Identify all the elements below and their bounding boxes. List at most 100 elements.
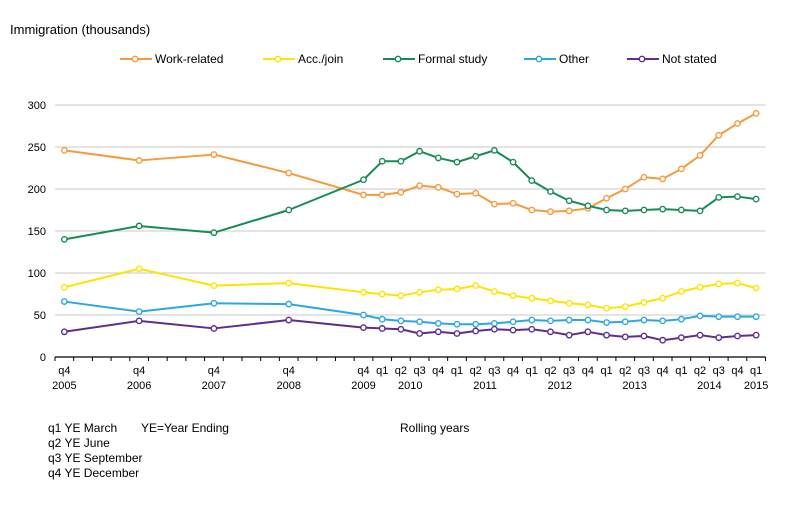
- data-point: [584, 202, 592, 210]
- data-point: [752, 110, 760, 117]
- legend-marker-icon: [383, 55, 415, 63]
- data-point: [416, 182, 423, 190]
- data-point: [60, 298, 68, 305]
- x-axis-quarter-label: q3: [638, 365, 650, 377]
- x-axis-quarter-label: q1: [675, 365, 687, 377]
- data-point: [677, 334, 685, 342]
- data-point: [135, 265, 143, 273]
- legend-marker-icon: [263, 55, 295, 63]
- x-axis-quarter-label: q1: [600, 365, 612, 377]
- data-point: [210, 299, 218, 307]
- legend-label: Acc./join: [298, 52, 344, 66]
- data-point: [603, 331, 610, 339]
- data-point: [285, 169, 293, 177]
- data-point: [285, 316, 293, 324]
- data-point: [659, 294, 667, 302]
- data-point: [621, 185, 629, 193]
- data-point: [378, 325, 386, 332]
- data-point: [434, 154, 442, 162]
- data-point: [416, 330, 423, 337]
- legend-item-other: Other: [524, 52, 589, 66]
- chart-title: Immigration (thousands): [10, 22, 151, 37]
- data-point: [565, 331, 573, 339]
- data-point: [509, 326, 517, 334]
- x-axis-quarter-label: q1: [451, 365, 463, 377]
- data-point: [640, 173, 648, 181]
- data-point: [472, 327, 480, 335]
- data-point: [715, 313, 723, 321]
- data-point: [210, 325, 218, 332]
- legend: Work-related Acc./join Formal study Other No…: [0, 0, 799, 80]
- x-axis-quarter-label: q2: [619, 365, 631, 377]
- data-point: [640, 298, 648, 306]
- data-point: [696, 207, 704, 215]
- x-axis-quarter-label: q4: [582, 365, 594, 377]
- data-point: [677, 315, 685, 323]
- x-axis-year-label: 2013: [622, 380, 646, 392]
- y-axis-tick-label: 0: [40, 352, 46, 364]
- data-point: [603, 206, 610, 214]
- x-axis-year-label: 2009: [351, 380, 375, 392]
- data-point: [509, 199, 517, 207]
- data-point: [752, 331, 760, 339]
- data-point: [210, 229, 218, 237]
- x-axis-year-label: 2006: [127, 380, 151, 392]
- data-point: [659, 336, 667, 344]
- data-point: [677, 206, 685, 214]
- x-axis-quarter-label: q3: [713, 365, 725, 377]
- data-point: [565, 316, 573, 324]
- data-point: [397, 325, 405, 333]
- series-line-formal-study: [64, 149, 757, 241]
- data-point: [677, 165, 685, 173]
- data-point: [434, 328, 442, 336]
- x-axis-quarter-label: q3: [563, 365, 575, 377]
- x-axis-year-label: 2005: [52, 380, 76, 392]
- series-line-not-stated: [64, 319, 757, 342]
- data-point: [565, 299, 573, 307]
- data-point: [734, 332, 741, 340]
- x-axis-quarter-label: q4: [507, 365, 519, 377]
- data-point: [490, 288, 498, 295]
- data-point: [360, 311, 367, 319]
- x-axis-quarter-label: q4: [58, 365, 70, 377]
- x-axis-year-label: 2012: [548, 380, 572, 392]
- x-axis-quarter-label: q4: [432, 365, 444, 377]
- data-point: [509, 292, 517, 300]
- data-point: [715, 334, 723, 342]
- data-point: [378, 290, 386, 298]
- data-point: [696, 312, 704, 320]
- footnote-q4: q4 YE December: [48, 466, 140, 480]
- data-point: [453, 158, 461, 166]
- y-axis-tick-label: 250: [28, 142, 46, 154]
- data-point: [490, 319, 498, 327]
- data-point: [509, 158, 517, 166]
- data-point: [416, 147, 423, 155]
- data-point: [285, 279, 293, 287]
- data-point: [490, 200, 498, 208]
- data-point: [547, 317, 554, 325]
- data-point: [397, 292, 405, 300]
- data-point: [60, 328, 68, 336]
- data-point: [360, 288, 367, 296]
- data-point: [360, 176, 367, 184]
- legend-label: Other: [559, 52, 590, 66]
- series-line-other: [64, 300, 757, 326]
- x-axis-year-label: 2008: [276, 380, 300, 392]
- data-point: [696, 151, 704, 159]
- data-point: [715, 280, 723, 288]
- x-axis-quarter-label: q4: [357, 365, 369, 377]
- data-point: [640, 332, 648, 340]
- data-point: [547, 297, 554, 305]
- x-axis-quarter-label: q1: [526, 365, 538, 377]
- data-point: [360, 191, 367, 199]
- x-axis-quarter-label: q1: [750, 365, 762, 377]
- data-point: [135, 222, 143, 230]
- data-point: [603, 319, 610, 326]
- data-point: [752, 195, 760, 203]
- legend-item-acc-join: Acc./join: [263, 52, 343, 66]
- data-point: [472, 189, 480, 197]
- x-axis-quarter-label: q2: [694, 365, 706, 377]
- data-point: [378, 191, 386, 199]
